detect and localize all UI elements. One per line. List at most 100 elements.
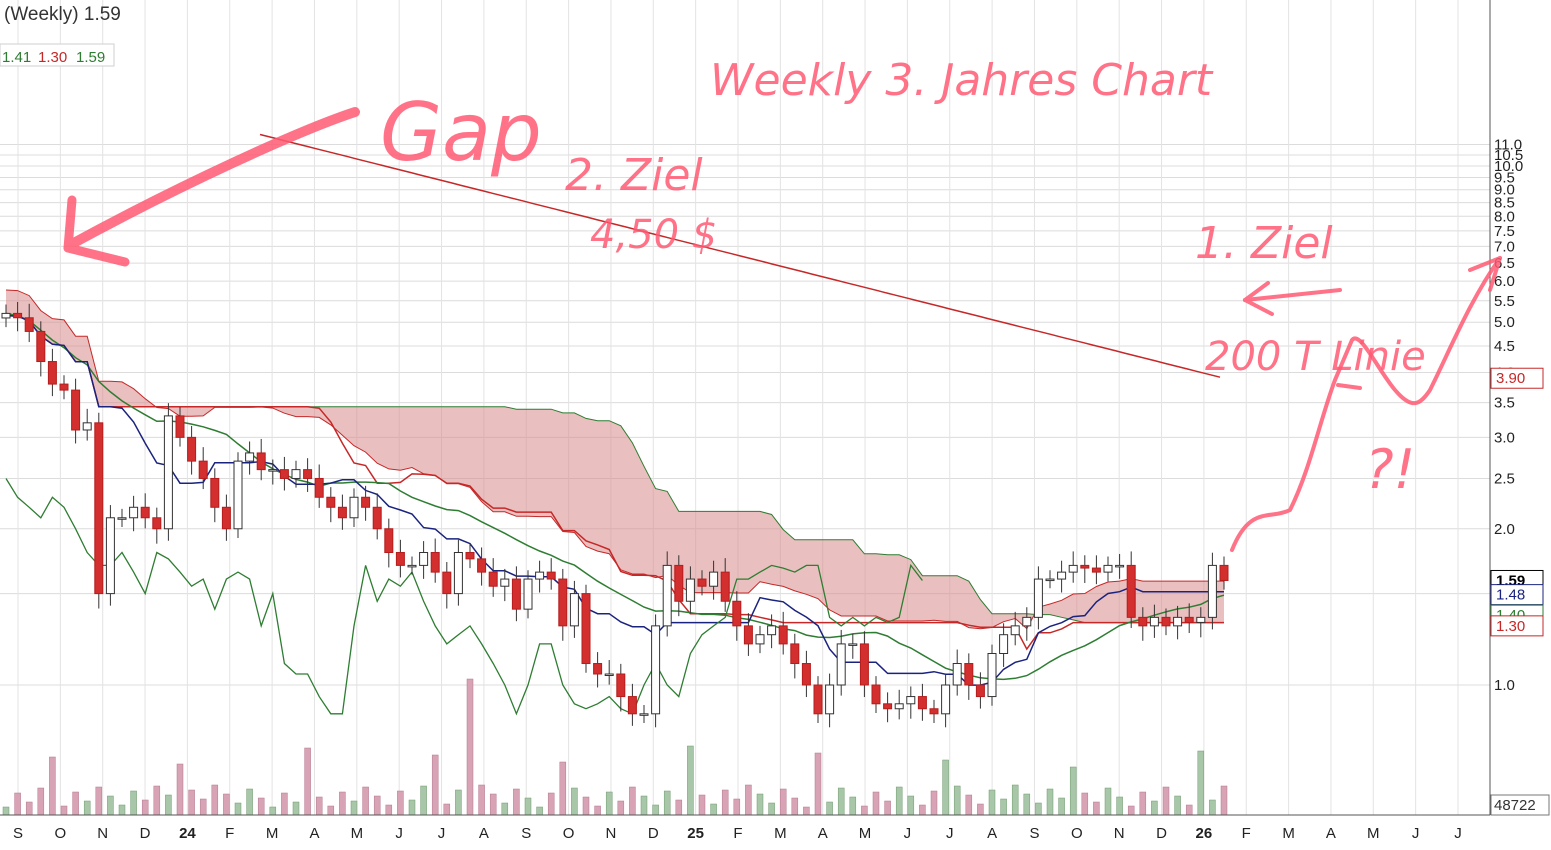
y-tick-label: 2.0 — [1494, 521, 1515, 538]
chikou-line — [5, 478, 923, 716]
candle-body — [1033, 578, 1043, 618]
y-tick-label: 10.0 — [1494, 158, 1523, 175]
x-tick-label: D — [648, 825, 659, 842]
candle-body — [604, 673, 614, 677]
candle-body — [871, 684, 881, 705]
volume-bar — [107, 795, 114, 815]
volume-bar — [199, 798, 207, 815]
volume-bar — [1174, 795, 1181, 815]
candle-body — [651, 625, 661, 715]
candle-body — [1149, 616, 1159, 627]
volume-bar — [188, 789, 195, 815]
x-tick-label: M — [1282, 825, 1295, 842]
volume-bar — [779, 788, 787, 815]
x-tick-label: J — [904, 825, 912, 842]
volume-bar — [652, 804, 659, 815]
volume-bar — [1220, 785, 1228, 815]
volume-bar — [837, 787, 845, 815]
candle-body — [384, 528, 394, 554]
volume-bar — [988, 789, 996, 815]
header-value-2: 1.30 — [38, 49, 67, 66]
candle-body — [314, 477, 324, 498]
chart-title: (Weekly) 1.59 — [4, 4, 121, 25]
volume-bar — [1069, 766, 1077, 815]
candle-body — [1045, 578, 1055, 582]
candle-body — [767, 625, 777, 636]
candle-body — [71, 389, 81, 431]
volume-bar — [1046, 788, 1054, 815]
candle-body — [801, 663, 811, 686]
candle-body — [627, 696, 637, 715]
volume-bar — [721, 789, 729, 815]
volume-bar — [408, 799, 416, 815]
volume-bar — [1023, 793, 1031, 815]
volume-bar — [1035, 802, 1042, 815]
moving-average-line — [5, 312, 1225, 681]
candle-body — [546, 571, 556, 580]
volume-bar — [83, 800, 91, 815]
volume-bar — [350, 800, 358, 815]
candle-body — [1010, 625, 1020, 636]
annotation-target2-price: 4,50 $ — [590, 212, 717, 258]
volume-bar — [582, 796, 590, 815]
cloud-area — [6, 290, 1224, 629]
x-tick-label: J — [1454, 825, 1462, 842]
y-tick-label: 11.0 — [1494, 137, 1522, 154]
price-label: 1.48 — [1496, 587, 1525, 604]
volume-bar — [176, 763, 184, 815]
candle-body — [1196, 616, 1206, 623]
x-tick-label: D — [140, 825, 151, 842]
volume-bar — [803, 806, 810, 815]
volume-bar — [1185, 804, 1193, 815]
header-value-1: 1.41 — [2, 49, 31, 66]
candle-body — [465, 552, 475, 560]
header-value-3: 1.59 — [76, 49, 105, 66]
x-axis: S O N D 24 F M A M J J A S O N D 25 F M A M J J A S O N D 26 F M A M J J — [13, 825, 1462, 842]
y-tick-label: 9.0 — [1494, 182, 1515, 199]
volume-bar — [1093, 801, 1100, 815]
x-tick-label: M — [774, 825, 787, 842]
volume-bar — [478, 784, 485, 815]
volume-bar — [1162, 786, 1170, 815]
volume-bar — [872, 791, 880, 815]
x-tick-label: S — [521, 825, 531, 842]
volume-bar — [315, 796, 323, 815]
x-tick-label: S — [13, 825, 23, 842]
candle-body — [685, 578, 695, 602]
x-tick-label: F — [1242, 825, 1251, 842]
candle-body — [268, 469, 278, 472]
volume-bar — [1000, 798, 1007, 815]
grid — [0, 0, 1490, 815]
volume-bar — [547, 792, 555, 815]
annotation-gap: Gap — [380, 86, 542, 179]
x-tick-label: M — [351, 825, 364, 842]
volume-bar — [895, 786, 903, 815]
candle-body — [999, 634, 1009, 654]
volume-bar — [849, 796, 857, 815]
x-tick-label: M — [1367, 825, 1380, 842]
candle-body — [245, 452, 255, 462]
candle-body — [210, 477, 220, 508]
volume-bars — [2, 678, 1228, 815]
x-tick-label: A — [309, 825, 319, 842]
candle-body — [1057, 571, 1067, 580]
volume-bar — [304, 747, 311, 815]
candle-body — [198, 460, 208, 479]
volume-bar — [791, 797, 799, 815]
y-tick-label: 7.5 — [1494, 223, 1515, 240]
candle-body — [326, 496, 336, 508]
volume-bar — [1139, 791, 1147, 815]
volume-bar — [362, 786, 369, 815]
candle-body — [337, 506, 347, 519]
candle-body — [140, 506, 150, 519]
candle-body — [987, 652, 997, 698]
volume-bar — [246, 788, 253, 815]
candle-body — [256, 452, 266, 471]
volume-bar — [953, 785, 961, 815]
candle-body — [732, 600, 742, 627]
volume-bar — [826, 801, 833, 815]
volume-bar — [594, 805, 601, 815]
y-tick-label: 1.0 — [1494, 677, 1515, 694]
